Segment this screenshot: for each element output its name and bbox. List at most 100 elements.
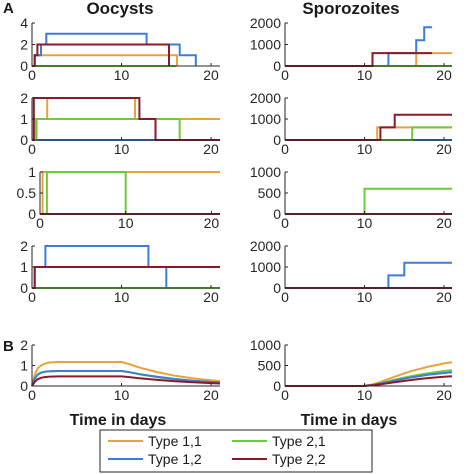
series-line-type-1-2 xyxy=(32,32,197,67)
x-tick-label: 10 xyxy=(118,215,134,231)
x-tick-label: 0 xyxy=(281,289,289,305)
series-line-type-1-1 xyxy=(40,171,220,215)
x-tick-label: 20 xyxy=(436,215,452,231)
x-tick-label: 20 xyxy=(203,141,219,157)
x-tick-label: 0 xyxy=(36,215,44,231)
y-tick-label: 2 xyxy=(20,37,28,53)
y-tick-label: 2000 xyxy=(250,238,281,254)
y-tick-label: 1 xyxy=(28,164,36,180)
series-line-type-1-1 xyxy=(285,52,452,67)
series-line-type-2-2 xyxy=(32,97,220,141)
y-tick-label: 1 xyxy=(20,259,28,275)
y-tick-label: 1000 xyxy=(250,259,281,275)
series-line-type-1-1 xyxy=(31,361,221,387)
series-line-type-1-2 xyxy=(31,370,221,387)
xlabel-left: Time in days xyxy=(70,412,167,429)
x-tick-label: 0 xyxy=(28,387,36,403)
series-line-type-2-1 xyxy=(285,187,452,215)
y-tick-label: 0 xyxy=(20,378,28,394)
x-tick-label: 10 xyxy=(114,387,130,403)
legend-label-type-2-1: Type 2,1 xyxy=(272,433,326,449)
series-line-type-2-1 xyxy=(32,118,220,141)
axis-lines xyxy=(284,345,452,387)
legend-label-type-1-2: Type 1,2 xyxy=(148,451,202,467)
y-tick-label: 0 xyxy=(273,206,281,222)
legend-label-type-2-2: Type 2,2 xyxy=(272,451,326,467)
x-tick-label: 10 xyxy=(357,67,373,83)
x-tick-label: 0 xyxy=(281,141,289,157)
y-tick-label: 0 xyxy=(273,132,281,148)
y-tick-label: 0 xyxy=(28,206,36,222)
y-tick-label: 1000 xyxy=(250,164,281,180)
y-tick-label: 0.5 xyxy=(17,185,37,201)
series-line-type-2-2 xyxy=(32,43,170,67)
series-line-type-2-2 xyxy=(32,266,220,289)
y-tick-label: 1000 xyxy=(250,111,281,127)
series-line-type-2-1 xyxy=(40,171,220,215)
panel-A3-oocysts: 00.510 10 20 xyxy=(17,164,220,231)
y-tick-label: 1 xyxy=(20,358,28,374)
x-tick-label: 0 xyxy=(281,387,289,403)
x-tick-label: 20 xyxy=(436,67,452,83)
y-tick-label: 0 xyxy=(20,132,28,148)
y-tick-label: 1 xyxy=(20,111,28,127)
x-tick-label: 0 xyxy=(281,67,289,83)
series-line-type-1-1 xyxy=(285,126,452,141)
x-tick-label: 10 xyxy=(357,289,373,305)
x-tick-label: 20 xyxy=(204,215,220,231)
axis-lines xyxy=(284,246,452,289)
x-tick-label: 0 xyxy=(28,289,36,305)
axis-lines xyxy=(284,23,452,67)
series-line-type-2-1 xyxy=(285,126,452,141)
y-tick-label: 0 xyxy=(20,280,28,296)
x-tick-label: 10 xyxy=(357,387,373,403)
y-tick-label: 2 xyxy=(20,90,28,106)
axis-lines xyxy=(284,172,452,215)
series-line-type-1-1 xyxy=(32,54,178,67)
panel-letter-b: B xyxy=(3,338,14,355)
y-tick-label: 0 xyxy=(273,280,281,296)
x-tick-label: 20 xyxy=(203,67,219,83)
y-tick-label: 500 xyxy=(258,185,282,201)
x-tick-label: 10 xyxy=(114,141,130,157)
panel-B-sporozoites: 0 500 1000 0 10 20 xyxy=(250,337,453,403)
legend: Type 1,1 Type 2,1 Type 1,2 Type 2,2 xyxy=(99,429,373,473)
panel-A3-sporozoites: 0 500 1000 0 10 20 xyxy=(250,164,452,231)
title-oocysts: Oocysts xyxy=(86,0,153,18)
panel-letter-a: A xyxy=(3,0,14,17)
y-tick-label: 2000 xyxy=(250,15,281,31)
axis-lines xyxy=(284,98,452,141)
x-tick-label: 0 xyxy=(28,141,36,157)
y-tick-label: 500 xyxy=(258,358,282,374)
y-tick-label: 1000 xyxy=(250,337,281,353)
x-tick-label: 20 xyxy=(203,387,219,403)
x-tick-label: 20 xyxy=(436,387,452,403)
series-line-type-1-2 xyxy=(285,261,452,289)
series-line-type-2-2 xyxy=(31,375,221,387)
x-tick-label: 10 xyxy=(357,215,373,231)
y-tick-label: 1000 xyxy=(250,37,281,53)
axis-lines xyxy=(39,172,220,215)
y-tick-label: 2000 xyxy=(250,90,281,106)
title-sporozoites: Sporozoites xyxy=(302,0,399,18)
x-tick-label: 0 xyxy=(281,215,289,231)
x-tick-label: 10 xyxy=(357,141,373,157)
x-tick-label: 0 xyxy=(28,67,36,83)
x-tick-label: 10 xyxy=(114,289,130,305)
y-tick-label: 0 xyxy=(273,378,281,394)
x-tick-label: 10 xyxy=(114,67,130,83)
xlabel-right: Time in days xyxy=(301,412,398,429)
x-tick-label: 20 xyxy=(436,289,452,305)
y-tick-label: 4 xyxy=(20,15,28,31)
x-tick-label: 20 xyxy=(436,141,452,157)
series-line-type-1-2 xyxy=(285,26,433,67)
x-tick-label: 20 xyxy=(203,289,219,305)
